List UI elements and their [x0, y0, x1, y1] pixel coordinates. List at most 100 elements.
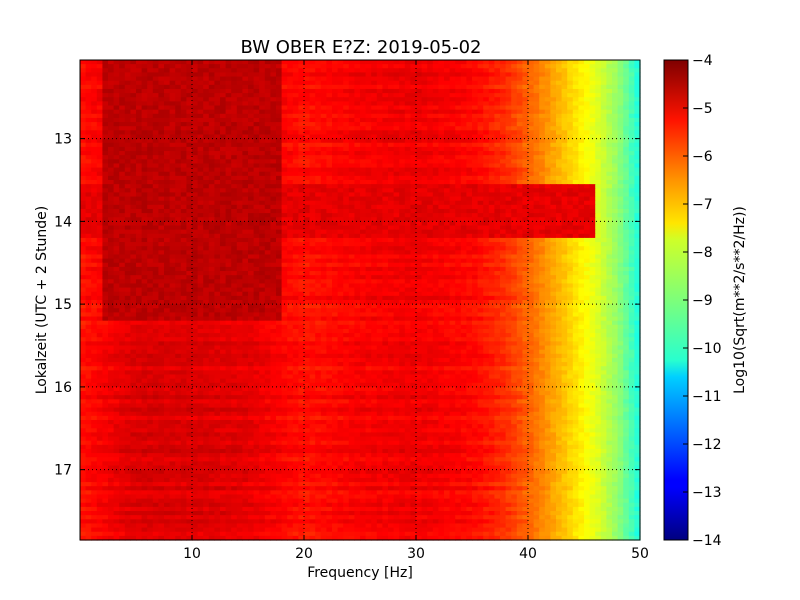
heatmap-cell	[287, 204, 294, 210]
heatmap-cell	[544, 126, 551, 131]
heatmap-cell	[270, 155, 277, 160]
heatmap-cell	[158, 76, 165, 82]
heatmap-cell	[567, 134, 574, 140]
heatmap-cell	[617, 237, 624, 243]
heatmap-cell	[259, 242, 266, 247]
heatmap-cell	[382, 151, 389, 156]
heatmap-cell	[332, 254, 339, 260]
heatmap-cell	[169, 237, 176, 243]
heatmap-cell	[388, 88, 395, 94]
heatmap-cell	[85, 163, 92, 169]
heatmap-cell	[494, 64, 501, 69]
heatmap-cell	[141, 188, 148, 194]
heatmap-cell	[371, 233, 378, 239]
heatmap-cell	[572, 93, 579, 98]
heatmap-cell	[80, 101, 87, 107]
heatmap-cell	[556, 180, 563, 185]
heatmap-cell	[393, 225, 400, 231]
heatmap-cell	[276, 258, 283, 264]
heatmap-cell	[427, 117, 434, 123]
heatmap-cell	[595, 163, 602, 169]
heatmap-cell	[164, 68, 171, 74]
heatmap-cell	[119, 64, 126, 69]
heatmap-cell	[214, 167, 221, 173]
heatmap-cell	[544, 208, 551, 214]
heatmap-cell	[488, 188, 495, 194]
heatmap-cell	[141, 97, 148, 102]
heatmap-cell	[634, 180, 641, 185]
heatmap-cell	[404, 142, 411, 148]
heatmap-cell	[382, 122, 389, 127]
heatmap-cell	[348, 64, 355, 69]
heatmap-cell	[477, 146, 484, 152]
heatmap-cell	[348, 204, 355, 210]
heatmap-cell	[337, 229, 344, 235]
heatmap-cell	[371, 97, 378, 102]
heatmap-cell	[180, 184, 187, 189]
heatmap-cell	[528, 117, 535, 123]
heatmap-cell	[628, 113, 635, 119]
heatmap-cell	[382, 204, 389, 210]
heatmap-cell	[628, 97, 635, 102]
heatmap-cell	[192, 88, 199, 94]
heatmap-cell	[449, 254, 456, 260]
heatmap-cell	[466, 180, 473, 185]
heatmap-cell	[298, 175, 305, 181]
heatmap-cell	[505, 208, 512, 214]
heatmap-cell	[320, 254, 327, 260]
heatmap-cell	[292, 200, 299, 206]
heatmap-cell	[208, 113, 215, 119]
heatmap-cell	[634, 122, 641, 127]
heatmap-cell	[264, 60, 271, 65]
heatmap-cell	[276, 180, 283, 185]
heatmap-cell	[242, 159, 249, 165]
heatmap-cell	[130, 175, 137, 181]
heatmap-cell	[505, 122, 512, 127]
heatmap-cell	[455, 138, 462, 144]
heatmap-cell	[343, 213, 350, 218]
heatmap-cell	[516, 163, 523, 169]
heatmap-cell	[528, 167, 535, 173]
heatmap-cell	[606, 175, 613, 181]
heatmap-cell	[455, 163, 462, 169]
heatmap-cell	[192, 151, 199, 156]
heatmap-cell	[544, 180, 551, 185]
heatmap-cell	[180, 221, 187, 227]
heatmap-cell	[186, 221, 193, 227]
heatmap-cell	[214, 204, 221, 210]
heatmap-cell	[242, 254, 249, 260]
heatmap-cell	[388, 68, 395, 74]
heatmap-cell	[220, 134, 227, 140]
heatmap-cell	[214, 208, 221, 214]
heatmap-cell	[449, 142, 456, 148]
heatmap-cell	[382, 200, 389, 206]
heatmap-cell	[298, 113, 305, 119]
heatmap-cell	[348, 180, 355, 185]
heatmap-cell	[113, 171, 120, 177]
heatmap-cell	[315, 246, 322, 251]
heatmap-cell	[360, 175, 367, 181]
heatmap-cell	[102, 93, 109, 98]
heatmap-cell	[136, 204, 143, 210]
heatmap-cell	[197, 221, 204, 227]
heatmap-cell	[276, 113, 283, 119]
heatmap-cell	[348, 122, 355, 127]
heatmap-cell	[236, 237, 243, 243]
heatmap-cell	[197, 126, 204, 131]
heatmap-cell	[393, 188, 400, 194]
heatmap-cell	[600, 221, 607, 227]
heatmap-cell	[147, 72, 154, 78]
heatmap-cell	[516, 105, 523, 111]
heatmap-cell	[477, 80, 484, 86]
heatmap-cell	[197, 105, 204, 111]
heatmap-cell	[399, 68, 406, 74]
heatmap-cell	[287, 163, 294, 169]
heatmap-cell	[264, 105, 271, 111]
heatmap-cell	[186, 225, 193, 231]
heatmap-cell	[348, 88, 355, 94]
heatmap-cell	[113, 80, 120, 86]
heatmap-cell	[225, 188, 232, 194]
heatmap-cell	[483, 68, 490, 74]
heatmap-cell	[634, 167, 641, 173]
heatmap-cell	[449, 159, 456, 165]
